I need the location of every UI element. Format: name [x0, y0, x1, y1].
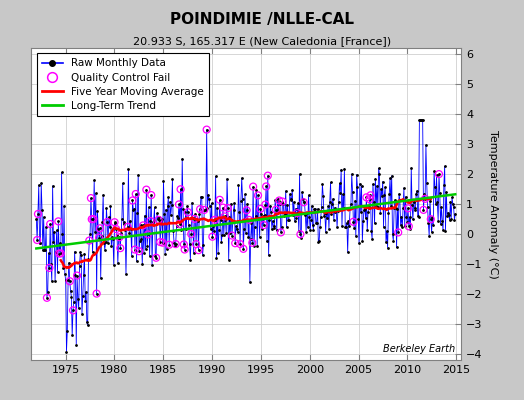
- Point: [180, 246, 189, 253]
- Point: [296, 231, 304, 238]
- Point: [219, 204, 227, 211]
- Point: [177, 186, 185, 192]
- Point: [155, 217, 163, 223]
- Point: [275, 197, 283, 204]
- Point: [158, 240, 167, 246]
- Point: [92, 290, 101, 297]
- Point: [202, 126, 211, 133]
- Point: [277, 229, 285, 236]
- Point: [66, 278, 74, 284]
- Point: [435, 171, 443, 177]
- Point: [57, 250, 65, 257]
- Point: [419, 207, 428, 213]
- Point: [231, 240, 239, 246]
- Point: [264, 172, 272, 179]
- Legend: Raw Monthly Data, Quality Control Fail, Five Year Moving Average, Long-Term Tren: Raw Monthly Data, Quality Control Fail, …: [37, 53, 209, 116]
- Point: [85, 237, 93, 244]
- Point: [132, 191, 140, 197]
- Point: [239, 246, 247, 252]
- Point: [404, 205, 412, 212]
- Point: [221, 213, 229, 220]
- Point: [259, 222, 268, 228]
- Point: [184, 209, 192, 216]
- Point: [43, 295, 51, 301]
- Point: [135, 248, 143, 254]
- Point: [147, 192, 156, 198]
- Point: [88, 216, 96, 222]
- Point: [200, 207, 209, 213]
- Point: [111, 219, 119, 226]
- Point: [144, 231, 152, 238]
- Point: [405, 223, 413, 230]
- Point: [249, 183, 257, 190]
- Point: [128, 197, 137, 204]
- Point: [421, 196, 429, 202]
- Point: [248, 240, 257, 246]
- Point: [194, 247, 203, 253]
- Point: [427, 216, 435, 222]
- Point: [34, 211, 42, 217]
- Point: [115, 234, 124, 240]
- Point: [208, 234, 216, 240]
- Point: [228, 232, 236, 239]
- Point: [256, 206, 265, 212]
- Point: [192, 241, 200, 247]
- Point: [33, 237, 41, 243]
- Point: [176, 221, 184, 227]
- Point: [131, 246, 139, 253]
- Point: [180, 241, 188, 248]
- Point: [365, 196, 374, 202]
- Point: [272, 206, 280, 213]
- Point: [95, 234, 103, 241]
- Point: [262, 183, 270, 190]
- Point: [55, 250, 63, 257]
- Point: [139, 222, 147, 229]
- Point: [300, 199, 308, 206]
- Point: [45, 265, 53, 271]
- Point: [87, 195, 95, 201]
- Point: [236, 241, 244, 247]
- Text: Berkeley Earth: Berkeley Earth: [383, 344, 455, 354]
- Point: [116, 245, 125, 251]
- Point: [165, 242, 173, 248]
- Point: [224, 205, 232, 211]
- Text: 20.933 S, 165.317 E (New Caledonia [France]): 20.933 S, 165.317 E (New Caledonia [Fran…: [133, 36, 391, 46]
- Point: [69, 307, 77, 314]
- Point: [171, 241, 180, 247]
- Point: [96, 225, 104, 232]
- Point: [142, 186, 150, 193]
- Point: [175, 201, 183, 208]
- Point: [278, 198, 287, 205]
- Point: [254, 192, 262, 198]
- Point: [46, 221, 54, 227]
- Point: [89, 216, 97, 222]
- Point: [196, 206, 204, 212]
- Point: [187, 231, 195, 237]
- Point: [152, 254, 160, 261]
- Point: [124, 224, 132, 230]
- Point: [261, 201, 269, 208]
- Point: [394, 229, 402, 236]
- Point: [156, 239, 165, 245]
- Point: [73, 272, 81, 279]
- Point: [103, 219, 112, 225]
- Point: [112, 226, 121, 232]
- Point: [293, 210, 301, 216]
- Point: [146, 218, 155, 224]
- Text: POINDIMIE /NLLE-CAL: POINDIMIE /NLLE-CAL: [170, 12, 354, 27]
- Point: [54, 218, 62, 224]
- Point: [366, 192, 375, 198]
- Point: [245, 217, 253, 223]
- Point: [243, 207, 251, 214]
- Y-axis label: Temperature Anomaly (°C): Temperature Anomaly (°C): [488, 130, 498, 278]
- Point: [215, 197, 224, 203]
- Point: [349, 218, 357, 225]
- Point: [190, 216, 199, 222]
- Point: [362, 194, 370, 200]
- Point: [211, 217, 219, 223]
